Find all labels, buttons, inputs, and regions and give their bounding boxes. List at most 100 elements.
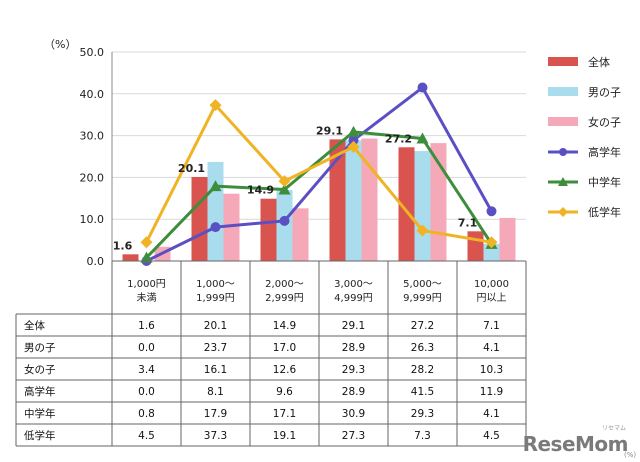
y-tick-label: 50.0: [80, 46, 105, 59]
table-cell: 8.1: [207, 386, 224, 398]
table-cell: 27.2: [411, 320, 434, 332]
legend-label: 低学年: [588, 205, 621, 219]
table-cell: 19.1: [273, 430, 296, 442]
table-cell: 17.9: [204, 408, 227, 420]
marker-中学年: [140, 251, 153, 263]
bar-女の子: [499, 217, 516, 261]
data-label: 27.2: [385, 132, 412, 145]
bar-男の子: [207, 161, 224, 261]
category-label: 2,999円: [265, 293, 304, 304]
table-row-label: 高学年: [24, 385, 56, 398]
data-label: 1.6: [113, 239, 133, 252]
table-cell: 0.0: [138, 342, 155, 354]
line-高学年: [145, 86, 493, 263]
y-tick-label: 30.0: [80, 130, 105, 143]
legend-label: 高学年: [588, 145, 621, 159]
legend-label: 女の子: [588, 115, 621, 129]
table-cell: 3.4: [138, 364, 155, 376]
table-cell: 29.1: [342, 320, 365, 332]
table-cell: 41.5: [411, 386, 434, 398]
legend-swatch-女の子: [548, 117, 578, 126]
marker-低学年: [416, 224, 429, 237]
category-label: 1,000円: [127, 279, 166, 290]
bar-女の子: [361, 138, 378, 261]
table-cell: 4.1: [483, 342, 500, 354]
marker-中学年: [347, 125, 360, 137]
table-cell: 28.9: [342, 342, 365, 354]
bar-男の子: [345, 140, 362, 261]
category-label: 9,999円: [403, 293, 442, 304]
bar-女の子: [292, 208, 309, 261]
table-cell: 9.6: [276, 386, 293, 398]
marker-中学年: [278, 183, 291, 195]
marker-低学年: [485, 236, 498, 249]
line-中学年: [145, 130, 493, 259]
bar-全体: [122, 254, 139, 261]
category-label: 3,000～: [334, 279, 373, 290]
y-tick-label: 10.0: [80, 213, 105, 226]
table-cell: 4.5: [483, 430, 500, 442]
legend-label: 全体: [588, 55, 610, 69]
marker-低学年: [278, 175, 291, 188]
table-cell: 17.0: [273, 342, 296, 354]
legend-label: 中学年: [588, 175, 621, 189]
category-label: 未満: [137, 292, 157, 304]
table-cell: 28.9: [342, 386, 365, 398]
y-axis-unit: （%）: [44, 38, 76, 51]
table-cell: 0.8: [138, 408, 155, 420]
table-cell: 37.3: [204, 430, 227, 442]
table-cell: 11.9: [480, 386, 503, 398]
table-row-label: 全体: [24, 319, 45, 332]
bar-全体: [260, 198, 277, 261]
legend-marker-高学年: [559, 148, 567, 156]
table-cell: 17.1: [273, 408, 296, 420]
data-label: 7.1: [458, 216, 478, 229]
table-cell: 1.6: [138, 320, 155, 332]
table-cell: 4.1: [483, 408, 500, 420]
data-label: 20.1: [178, 162, 205, 175]
legend-marker-低学年: [558, 207, 568, 217]
marker-低学年: [209, 99, 222, 112]
table-cell: 16.1: [204, 364, 227, 376]
table-cell: 12.6: [273, 364, 297, 376]
table-cell: 28.2: [411, 364, 434, 376]
watermark-tag: リセマム: [601, 425, 626, 432]
table-cell: 14.9: [273, 320, 296, 332]
marker-低学年: [140, 236, 153, 249]
table-cell: 27.3: [342, 430, 365, 442]
category-label: 10,000: [474, 279, 509, 290]
table-row-label: 女の子: [24, 363, 56, 376]
y-tick-label: 0.0: [87, 255, 105, 268]
table-cell: 29.3: [411, 408, 434, 420]
table-row-label: 低学年: [24, 429, 56, 442]
category-label: 円以上: [477, 292, 507, 304]
data-label: 14.9: [247, 184, 274, 197]
legend-swatch-男の子: [548, 87, 578, 96]
category-label: 1,999円: [196, 293, 235, 304]
table-row-label: 中学年: [24, 407, 56, 420]
marker-低学年: [347, 140, 360, 153]
resemom-logo: ReseMom: [522, 432, 629, 456]
marker-高学年: [486, 206, 497, 217]
bar-全体: [191, 176, 208, 261]
y-tick-label: 20.0: [80, 171, 105, 184]
marker-高学年: [417, 82, 428, 93]
bar-全体: [329, 139, 346, 261]
table-cell: 10.3: [480, 364, 503, 376]
category-label: 2,000～: [265, 279, 304, 290]
table-cell: 4.5: [138, 430, 155, 442]
table-cell: 20.1: [204, 320, 227, 332]
table-cell: 30.9: [342, 408, 365, 420]
marker-高学年: [279, 215, 290, 226]
category-label: 5,000～: [403, 279, 442, 290]
marker-中学年: [416, 132, 429, 144]
bar-全体: [398, 147, 415, 261]
line-低学年: [145, 103, 492, 244]
footnote-unit: (%): [624, 451, 637, 459]
table-cell: 0.0: [138, 386, 155, 398]
legend-marker-中学年: [558, 177, 568, 186]
table-row-label: 男の子: [24, 342, 56, 354]
marker-中学年: [209, 180, 222, 192]
category-label: 4,999円: [334, 293, 373, 304]
